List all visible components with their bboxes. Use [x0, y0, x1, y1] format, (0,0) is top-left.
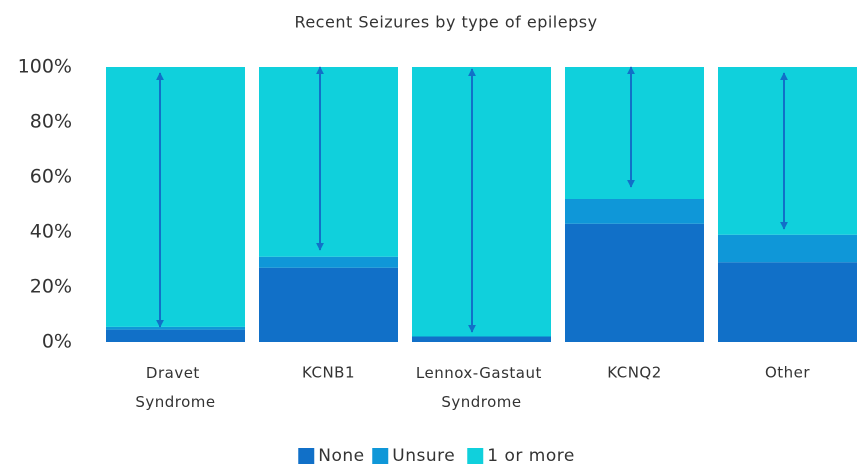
legend-swatch	[372, 448, 389, 464]
bar-segment	[565, 223, 704, 342]
bar-segment	[259, 256, 398, 268]
bar-segment	[565, 199, 704, 224]
x-tick-label: KCNQ2	[607, 364, 662, 382]
bar-segment	[718, 262, 857, 342]
y-tick-label: 100%	[18, 56, 72, 78]
bar-segment	[259, 67, 398, 257]
chart-title: Recent Seizures by type of epilepsy	[294, 13, 597, 32]
bar-segment	[718, 67, 857, 235]
legend-swatch	[467, 448, 484, 464]
plot	[106, 67, 857, 342]
y-tick-label: 0%	[42, 331, 72, 353]
y-tick-label: 80%	[30, 111, 72, 133]
x-tick-label: Dravet Syndrome	[135, 364, 215, 411]
bar-segment	[718, 234, 857, 263]
y-tick-label: 20%	[30, 276, 72, 298]
x-tick-label: Other	[765, 364, 810, 382]
y-tick-label: 40%	[30, 221, 72, 243]
bar-segment	[106, 329, 245, 342]
bar-segment	[412, 67, 551, 337]
annotations	[156, 66, 788, 333]
legend-label: None	[318, 446, 364, 466]
y-tick-label: 60%	[30, 166, 72, 188]
legend-label: 1 or more	[487, 446, 575, 466]
bar-segment	[412, 336, 551, 342]
x-tick-label: Lennox-Gastaut Syndrome	[416, 364, 547, 411]
bar-segment	[106, 67, 245, 327]
x-tick-label: KCNB1	[302, 364, 355, 382]
bar-segment	[259, 267, 398, 342]
bar-segment	[565, 67, 704, 199]
legend-label: Unsure	[392, 446, 455, 466]
bar-segment	[106, 326, 245, 330]
legend-swatch	[298, 448, 315, 464]
